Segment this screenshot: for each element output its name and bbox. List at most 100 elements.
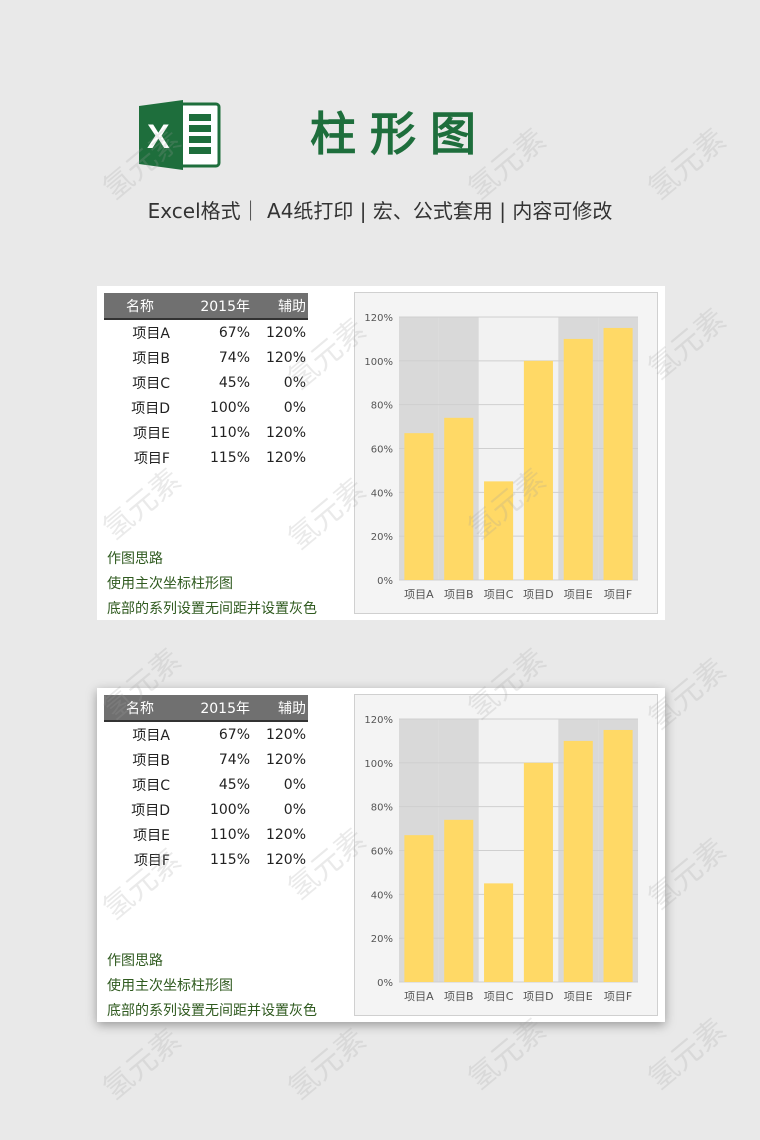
cell-value: 100% (209, 801, 250, 818)
cell-value: 67% (218, 726, 250, 743)
header-name: 名称 (126, 700, 154, 717)
cell-aux: 0% (283, 801, 306, 818)
y-tick-label: 20% (371, 532, 393, 543)
table-header: 名称 2015年 辅助 (104, 695, 308, 722)
table-row: 项目F 115% 120% (104, 445, 308, 470)
cell-name: 项目B (132, 350, 170, 367)
cell-name: 项目D (131, 400, 170, 417)
bar (484, 883, 514, 982)
cell-value: 45% (218, 374, 250, 391)
table-row: 项目F 115% 120% (104, 847, 308, 872)
x-tick-label: 项目D (523, 990, 553, 1003)
cell-aux: 120% (265, 826, 306, 843)
y-tick-label: 100% (364, 759, 393, 770)
cell-aux: 120% (265, 726, 306, 743)
bar-chart: 0% 20% 40% 60% 80% 100% 120% 项目A 项目B 项目C 项目D 项目E 项目F (364, 715, 638, 1003)
table-header: 名称 2015年 辅助 (104, 293, 308, 320)
cell-aux: 120% (265, 751, 306, 768)
sheet-panel-2: 名称 2015年 辅助 项目A 67% 120% 项目B 74% 120% 项目C 45%… (97, 688, 665, 1022)
cell-name: 项目D (131, 802, 170, 819)
bar (444, 417, 474, 580)
cell-value: 110% (209, 826, 250, 843)
cell-aux: 120% (265, 349, 306, 366)
x-tick-label: 项目A (404, 990, 434, 1003)
notes: 作图思路 使用主次坐标柱形图 底部的系列设置无间距并设置灰色 (107, 547, 317, 622)
chart-area[interactable]: 0% 20% 40% 60% 80% 100% 120% 项目A 项目B 项目C 项目D 项目E 项目F (354, 694, 658, 1016)
y-tick-label: 0% (377, 978, 393, 989)
watermark: 氢元素 (96, 1022, 188, 1108)
header-aux: 辅助 (278, 700, 306, 717)
cell-value: 110% (209, 424, 250, 441)
cell-name: 项目E (133, 827, 170, 844)
bar (603, 327, 633, 580)
cell-name: 项目F (133, 852, 170, 869)
table-row: 项目B 74% 120% (104, 747, 308, 772)
cell-value: 67% (218, 324, 250, 341)
x-tick-label: 项目F (604, 588, 632, 601)
cell-aux: 120% (265, 851, 306, 868)
cell-aux: 120% (265, 324, 306, 341)
cell-aux: 0% (283, 399, 306, 416)
x-tick-label: 项目C (484, 990, 514, 1003)
x-tick-label: 项目E (564, 588, 593, 601)
x-tick-label: 项目A (404, 588, 434, 601)
note-line: 作图思路 (107, 551, 163, 567)
y-tick-label: 80% (371, 803, 393, 814)
y-tick-label: 80% (371, 401, 393, 412)
y-tick-label: 40% (371, 890, 393, 901)
cell-value: 100% (209, 399, 250, 416)
cell-aux: 120% (265, 449, 306, 466)
note-line: 底部的系列设置无间距并设置灰色 (107, 601, 317, 617)
table-row: 项目D 100% 0% (104, 395, 308, 420)
watermark: 氢元素 (281, 1022, 373, 1108)
table-row: 项目D 100% 0% (104, 797, 308, 822)
cell-name: 项目E (133, 425, 170, 442)
y-tick-label: 120% (364, 715, 393, 726)
note-line: 使用主次坐标柱形图 (107, 576, 233, 592)
y-tick-label: 40% (371, 488, 393, 499)
bar (444, 819, 474, 982)
chart-area[interactable]: 0% 20% 40% 60% 80% 100% 120% 项目A 项目B 项目C 项目D 项目E 项目F (354, 292, 658, 614)
bar-chart: 0% 20% 40% 60% 80% 100% 120% 项目A 项目B 项目C 项目D 项目E 项目F (364, 313, 638, 601)
sheet-panel-1: 名称 2015年 辅助 项目A 67% 120% 项目B 74% 120% 项目C 45%… (97, 286, 665, 620)
cell-name: 项目C (132, 375, 170, 392)
y-tick-label: 60% (371, 847, 393, 858)
bar (523, 762, 553, 982)
notes: 作图思路 使用主次坐标柱形图 底部的系列设置无间距并设置灰色 (107, 949, 317, 1024)
header-year: 2015年 (200, 298, 250, 315)
cell-name: 项目C (132, 777, 170, 794)
note-line: 底部的系列设置无间距并设置灰色 (107, 1003, 317, 1019)
x-tick-label: 项目D (523, 588, 553, 601)
page-title: 柱形图 (310, 107, 490, 161)
cell-value: 115% (209, 449, 250, 466)
bar (603, 729, 633, 982)
bar (484, 481, 514, 580)
bar (563, 338, 593, 580)
cell-name: 项目A (132, 727, 170, 744)
note-line: 使用主次坐标柱形图 (107, 978, 233, 994)
header-name: 名称 (126, 298, 154, 315)
note-line: 作图思路 (107, 953, 163, 969)
table-row: 项目A 67% 120% (104, 722, 308, 747)
y-tick-label: 120% (364, 313, 393, 324)
table-row: 项目A 67% 120% (104, 320, 308, 345)
y-tick-label: 100% (364, 357, 393, 368)
cell-value: 74% (218, 751, 250, 768)
y-tick-label: 20% (371, 934, 393, 945)
bar (563, 740, 593, 982)
cell-value: 115% (209, 851, 250, 868)
cell-value: 74% (218, 349, 250, 366)
page-subtitle: Excel格式｜ A4纸打印 | 宏、公式套用 | 内容可修改 (147, 199, 613, 223)
table-row: 项目B 74% 120% (104, 345, 308, 370)
bar (404, 835, 434, 982)
header-year: 2015年 (200, 700, 250, 717)
x-tick-label: 项目C (484, 588, 514, 601)
y-tick-label: 0% (377, 576, 393, 587)
cell-aux: 0% (283, 776, 306, 793)
cell-aux: 0% (283, 374, 306, 391)
y-tick-label: 60% (371, 445, 393, 456)
cell-name: 项目A (132, 325, 170, 342)
x-tick-label: 项目E (564, 990, 593, 1003)
table-row: 项目C 45% 0% (104, 772, 308, 797)
bar (404, 433, 434, 580)
